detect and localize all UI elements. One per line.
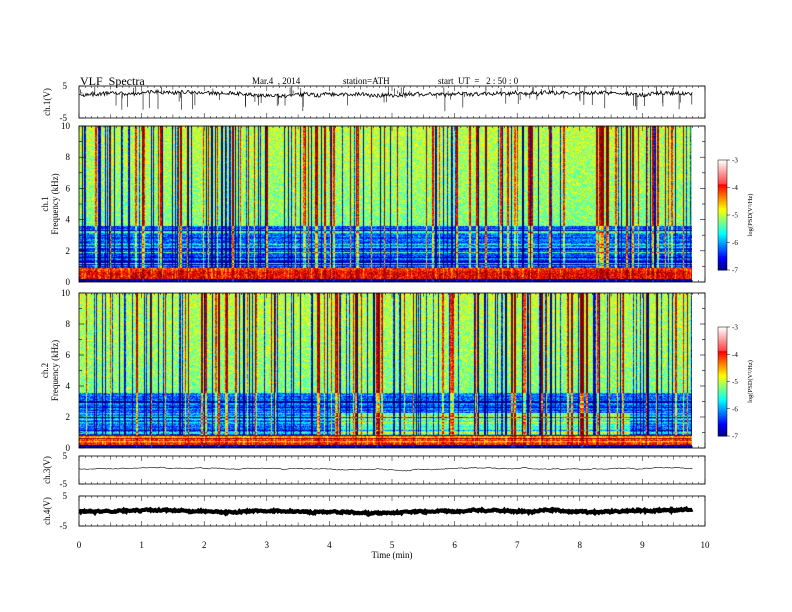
x-axis-label: Time (min) xyxy=(372,550,413,560)
x-tick-label: 6 xyxy=(452,540,457,550)
chart-title: VLF Spectra xyxy=(80,74,145,88)
ch1-waveform-ytick-label: -5 xyxy=(60,113,68,123)
station-label: station=ATH xyxy=(343,76,390,86)
x-tick-label: 9 xyxy=(640,540,645,550)
ch1-spectrogram-colorbar-tick: -6 xyxy=(732,239,738,247)
ch1-spectrogram-colorbar: -3 -4 -5 -6 -7 log(PSD(V²/Hz) xyxy=(717,157,754,275)
x-tick-label: 2 xyxy=(202,540,207,550)
ch2-spectrogram-ytick-label: 0 xyxy=(66,443,71,453)
ch1-spectrogram-ytick-label: 8 xyxy=(66,152,71,162)
ch2-spectrogram-ytick-label: 10 xyxy=(61,288,71,298)
ch2-spectrogram-panel: 0 2 4 6 8 10 ch.2 Frequency (kHz) -3 -4 -5 -6 -7 log(… xyxy=(40,288,754,453)
ch4-waveform-ytick-label: 5 xyxy=(63,491,68,501)
date-label: Mar.4 , 2014 xyxy=(252,76,301,86)
ch1-spectrogram-ylabel: ch.1 xyxy=(40,196,50,211)
x-tick-label: 3 xyxy=(265,540,270,550)
ch2-spectrogram-ylabel: ch.2 xyxy=(40,363,50,378)
ch1-waveform-ylabel: ch.1(V) xyxy=(42,88,52,116)
ch2-spectrogram-ytick-label: 4 xyxy=(66,381,71,391)
ch1-spectrogram-colorbar-tick: -5 xyxy=(732,212,738,220)
ch1-waveform-trace xyxy=(78,88,693,99)
ch1-spectrogram-colorbar-tick: -3 xyxy=(732,157,738,165)
ch3-waveform-ytick-label: 5 xyxy=(63,451,68,461)
ch4-waveform-panel: 5 -5 ch.4(V) xyxy=(42,491,706,531)
ch2-spectrogram-image xyxy=(79,293,692,448)
ch2-spectrogram-colorbar-tick: -6 xyxy=(732,405,738,413)
ch2-spectrogram-ytick-label: 2 xyxy=(66,412,71,422)
ch1-spectrogram-panel: 0 2 4 6 8 10 ch.1 Frequency (kHz) -3 -4 -5 -6 -7 log(… xyxy=(40,121,754,287)
x-tick-label: 8 xyxy=(578,540,583,550)
ch3-waveform-ytick-label: -5 xyxy=(60,479,68,489)
ch1-spectrogram-colorbar-label: log(PSD(V²/Hz) xyxy=(747,194,754,237)
ch2-spectrogram-colorbar-tick: -5 xyxy=(732,378,738,386)
ch1-spectrogram-colorbar-tick: -4 xyxy=(732,184,738,192)
ch4-waveform-ytick-label: -5 xyxy=(60,521,68,531)
ch4-waveform-ylabel: ch.4(V) xyxy=(42,497,52,525)
x-tick-label: 5 xyxy=(390,540,395,550)
ch3-waveform-panel: 5 -5 ch.3(V) xyxy=(42,451,706,489)
ch1-spectrogram-ytick-label: 10 xyxy=(61,121,71,131)
ch2-spectrogram-colorbar-tick: -4 xyxy=(732,351,738,359)
ch1-spectrogram-ytick-label: 2 xyxy=(66,246,71,256)
ch1-spectrogram-ytick-label: 4 xyxy=(66,215,71,225)
x-tick-label: 4 xyxy=(327,540,332,550)
ch3-waveform-trace xyxy=(78,466,693,472)
ch1-spectrogram-colorbar-tick: -7 xyxy=(732,267,738,275)
x-tick-label: 10 xyxy=(701,540,711,550)
ch2-spectrogram-colorbar-label: log(PSD(V²/Hz) xyxy=(747,360,754,403)
ch1-spectrogram-ytick-label: 6 xyxy=(66,183,71,193)
ch1-spectrogram-image xyxy=(79,126,692,282)
x-axis: 0 1 2 3 4 5 6 7 8 9 10 Time (min) xyxy=(77,540,710,560)
x-tick-label: 1 xyxy=(139,540,144,550)
x-tick-label: 0 xyxy=(77,540,82,550)
ch2-spectrogram-colorbar: -3 -4 -5 -6 -7 log(PSD(V²/Hz) xyxy=(717,324,754,441)
ch1-waveform-ytick-label: 5 xyxy=(63,81,68,91)
ch2-spectrogram-colorbar-tick: -7 xyxy=(732,433,738,441)
ch2-spectrogram-ytick-label: 6 xyxy=(66,350,71,360)
ch3-waveform-ylabel: ch.3(V) xyxy=(42,456,52,484)
ch2-spectrogram-ytick-label: 8 xyxy=(66,319,71,329)
ch2-spectrogram-colorbar-tick: -3 xyxy=(732,324,738,332)
start-time-label: start UT = 2 : 50 : 0 xyxy=(438,76,519,86)
ch1-spectrogram-ytick-label: 0 xyxy=(66,277,71,287)
x-tick-label: 7 xyxy=(515,540,520,550)
ch1-waveform-panel: 5 -5 ch.1(V) xyxy=(42,81,706,123)
ch4-waveform-trace xyxy=(78,505,694,518)
ch1-spectrogram-ylabel: Frequency (kHz) xyxy=(50,173,60,234)
ch2-spectrogram-ylabel: Frequency (kHz) xyxy=(50,340,60,401)
